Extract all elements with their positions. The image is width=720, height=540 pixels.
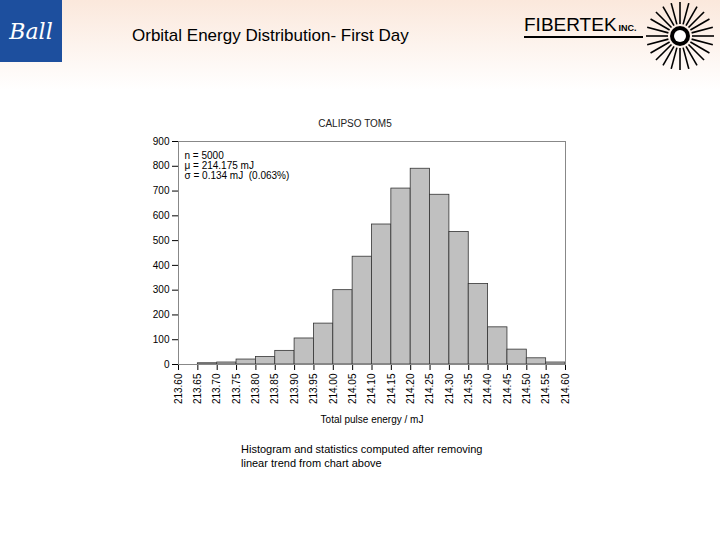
html-text:CALIPSO TOM5: CALIPSO TOM5 xyxy=(318,118,392,129)
svg-text:213.80: 213.80 xyxy=(250,373,261,404)
svg-text:Total pulse energy / mJ: Total pulse energy / mJ xyxy=(321,414,424,425)
svg-text:214.25: 214.25 xyxy=(424,373,435,404)
svg-text:214.15: 214.15 xyxy=(386,373,397,404)
svg-text:213.65: 213.65 xyxy=(192,373,203,404)
svg-text:213.90: 213.90 xyxy=(289,373,300,404)
svg-text:n = 5000μ = 214.175 mJσ = 0.13: n = 5000μ = 214.175 mJσ = 0.134 mJ (0.06… xyxy=(185,150,290,181)
svg-text:400: 400 xyxy=(153,260,170,271)
svg-text:600: 600 xyxy=(153,210,170,221)
svg-text:100: 100 xyxy=(153,334,170,345)
svg-text:214.40: 214.40 xyxy=(482,373,493,404)
svg-text:300: 300 xyxy=(153,284,170,295)
svg-text:700: 700 xyxy=(153,185,170,196)
svg-text:214.20: 214.20 xyxy=(405,373,416,404)
svg-text:214.50: 214.50 xyxy=(521,373,532,404)
html-text:Ball: Ball xyxy=(9,18,53,44)
svg-text:214.00: 214.00 xyxy=(328,373,339,404)
svg-text:213.95: 213.95 xyxy=(308,373,319,404)
svg-text:500: 500 xyxy=(153,235,170,246)
svg-text:800: 800 xyxy=(153,160,170,171)
svg-text:213.70: 213.70 xyxy=(211,373,222,404)
svg-text:213.60: 213.60 xyxy=(173,373,184,404)
svg-text:214.45: 214.45 xyxy=(502,373,513,404)
svg-text:214.35: 214.35 xyxy=(463,373,474,404)
svg-text:214.55: 214.55 xyxy=(540,373,551,404)
html-text:INC.: INC. xyxy=(618,23,637,33)
svg-text:214.60: 214.60 xyxy=(560,373,570,404)
svg-text:214.05: 214.05 xyxy=(347,373,358,404)
svg-text:214.30: 214.30 xyxy=(444,373,455,404)
html-text:Orbital Energy Distribution- F: Orbital Energy Distribution- First Day xyxy=(132,26,409,45)
svg-text:214.10: 214.10 xyxy=(366,373,377,404)
html-text:Histogram and statistics compu: Histogram and statistics computed after … xyxy=(241,443,483,469)
svg-text:213.75: 213.75 xyxy=(231,373,242,404)
svg-text:200: 200 xyxy=(153,309,170,320)
svg-text:900: 900 xyxy=(153,136,170,147)
html-text:FIBERTEK: FIBERTEK xyxy=(524,14,617,35)
svg-text:0: 0 xyxy=(164,359,170,370)
svg-text:213.85: 213.85 xyxy=(269,373,280,404)
